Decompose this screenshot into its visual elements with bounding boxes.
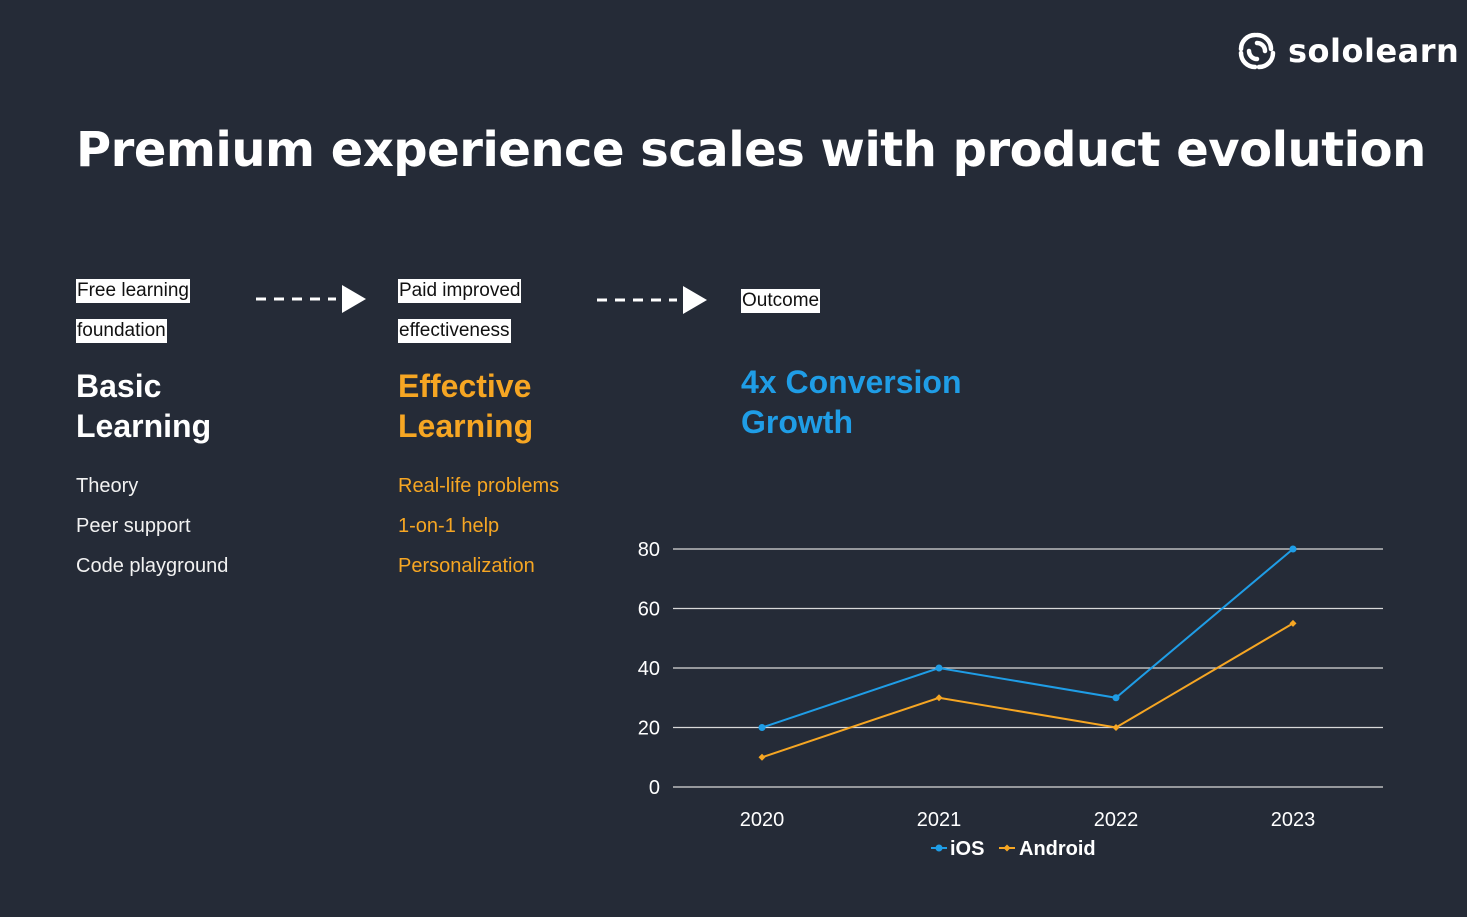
- tag-label: foundation: [76, 319, 167, 343]
- feature-list: Theory Peer support Code playground: [76, 466, 228, 586]
- y-tick-label: 40: [638, 658, 660, 680]
- column-heading: Effective Learning: [398, 366, 559, 446]
- y-tick-label: 80: [638, 539, 660, 561]
- data-point: [935, 664, 943, 672]
- data-point: [1112, 724, 1120, 731]
- column-heading: Basic Learning: [76, 366, 228, 446]
- data-point: [1289, 619, 1297, 627]
- brand-name: sololearn: [1288, 32, 1460, 70]
- series-line-android: [761, 622, 1294, 759]
- tag-label: Outcome: [741, 289, 821, 313]
- feature-item: Real-life problems: [398, 475, 560, 497]
- y-tick-label: 0: [649, 777, 660, 799]
- data-point: [935, 694, 943, 702]
- column-effective-learning: Paid improved effectiveness Effective Le…: [398, 272, 559, 586]
- feature-item: Code playground: [76, 555, 229, 577]
- feature-item: Personalization: [398, 555, 535, 577]
- y-tick-label: 60: [638, 599, 660, 621]
- tag-line: Paid improved: [398, 272, 559, 312]
- column-outcome: Outcome 4x Conversion Growth: [741, 282, 962, 442]
- feature-item: 1-on-1 help: [398, 515, 500, 537]
- legend-marker: [935, 844, 943, 852]
- x-tick-label: 2021: [917, 809, 962, 831]
- legend-label: Android: [1019, 838, 1096, 860]
- column-heading: 4x Conversion Growth: [741, 362, 962, 442]
- tag-label: effectiveness: [398, 319, 511, 343]
- y-tick-label: 20: [638, 718, 660, 740]
- tag-label: Paid improved: [398, 279, 522, 303]
- feature-item: Peer support: [76, 515, 191, 537]
- brand-logo: sololearn: [1236, 30, 1459, 72]
- sololearn-logo-icon: [1238, 32, 1276, 70]
- heading-line: Learning: [76, 408, 212, 444]
- dashed-arrow-icon: [597, 286, 707, 314]
- heading-line: Growth: [741, 404, 853, 440]
- x-tick-label: 2020: [740, 809, 785, 831]
- heading-line: 4x Conversion: [741, 364, 962, 400]
- data-point: [1112, 694, 1120, 702]
- data-point: [758, 753, 766, 761]
- tag-label: Free learning: [76, 279, 190, 303]
- dashed-arrow-icon: [256, 285, 366, 313]
- data-point: [1289, 545, 1297, 553]
- legend-label: iOS: [950, 838, 984, 860]
- x-tick-label: 2022: [1094, 809, 1139, 831]
- legend-marker: [1003, 844, 1011, 852]
- data-point: [758, 724, 766, 731]
- tag-line: Outcome: [741, 282, 962, 322]
- feature-item: Theory: [76, 475, 139, 497]
- tag-line: effectiveness: [398, 312, 559, 352]
- x-tick-label: 2023: [1271, 809, 1316, 831]
- tag-line: Free learning: [76, 272, 228, 312]
- series-line-ios: [761, 548, 1294, 729]
- page-title: Premium experience scales with product e…: [76, 122, 1426, 178]
- feature-list: Real-life problems 1-on-1 help Personali…: [398, 466, 559, 586]
- heading-line: Basic: [76, 368, 162, 404]
- heading-line: Learning: [398, 408, 534, 444]
- column-basic-learning: Free learning foundation Basic Learning …: [76, 272, 228, 586]
- tag-line: foundation: [76, 312, 228, 352]
- heading-line: Effective: [398, 368, 532, 404]
